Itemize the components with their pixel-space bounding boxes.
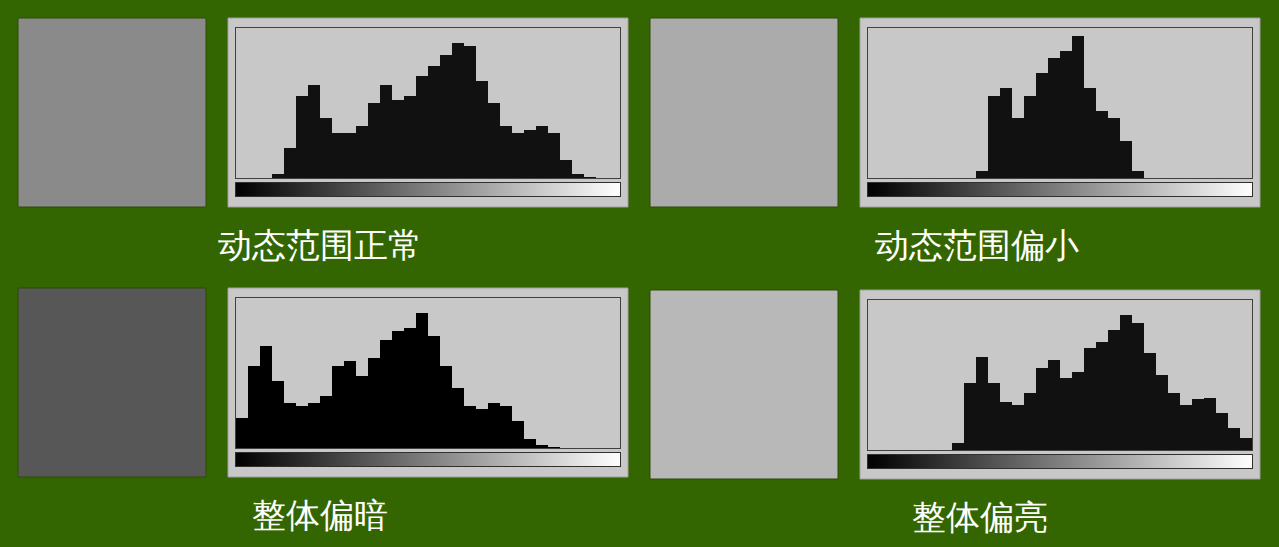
svg-text:动态范围正常: 动态范围正常 [218,225,422,265]
svg-text:整体偏暗: 整体偏暗 [252,495,388,535]
svg-text:动态范围偏小: 动态范围偏小 [875,225,1079,265]
svg-text:整体偏亮: 整体偏亮 [912,497,1048,537]
